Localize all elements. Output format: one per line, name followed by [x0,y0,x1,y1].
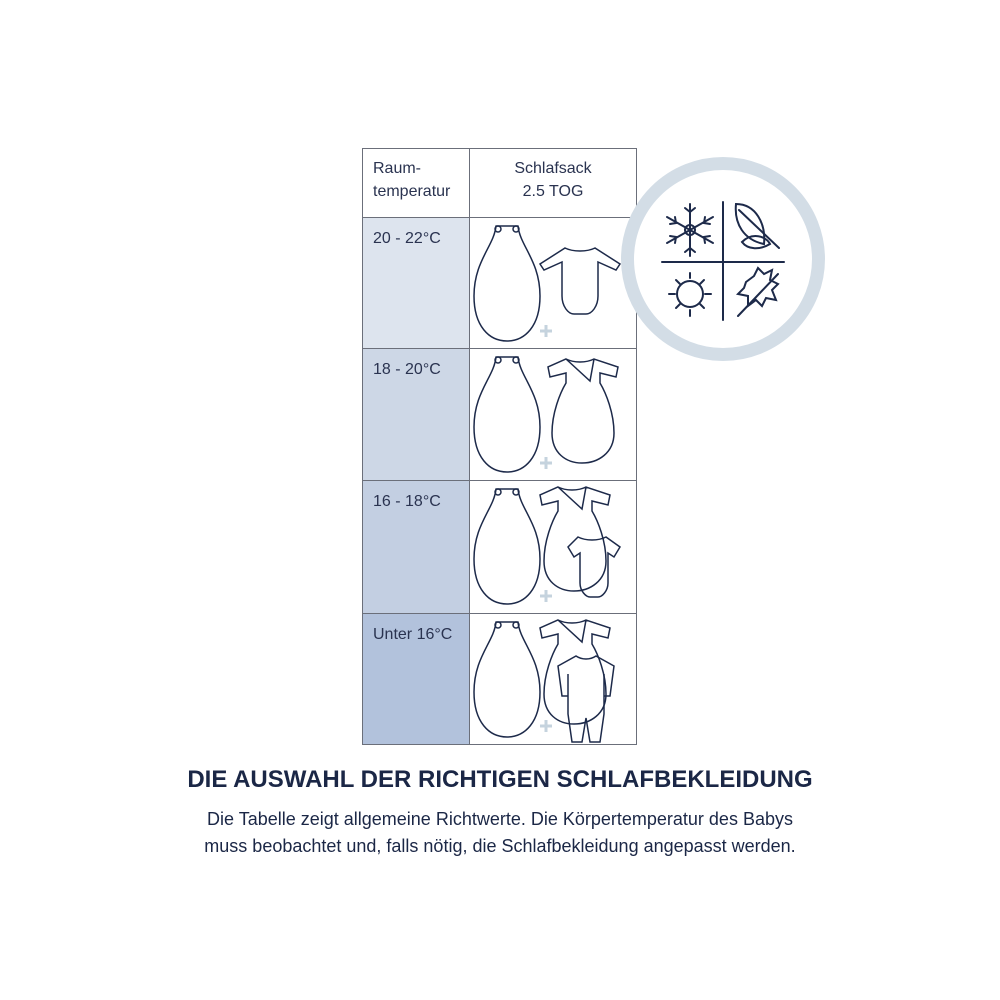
temperature-table: Raum- temperatur Schlafsack 2.5 TOG 20 -… [362,148,637,745]
maple-leaf-icon [735,266,780,317]
snowflake-icon [666,203,714,257]
plus-icon [540,720,552,732]
table-row: 20 - 22°C [363,218,636,349]
long-sleeve-bodysuit-icon [538,247,622,315]
sleeping-bag-icon [473,621,541,738]
footed-sleepsuit-icon [557,655,615,743]
short-sleeve-bodysuit-icon [567,536,621,598]
header-text: 2.5 TOG [522,183,584,200]
temperature-cell: 18 - 20°C [363,349,470,480]
plus-icon [540,457,552,469]
plus-icon [540,590,552,602]
header-sleeping-bag: Schlafsack 2.5 TOG [470,149,636,218]
sleeping-bag-icon [473,488,541,605]
temperature-label: 18 - 20°C [373,361,441,378]
temperature-label: Unter 16°C [373,626,453,643]
header-text: temperatur [373,183,451,200]
clothing-cell [470,218,636,348]
clothing-cell [470,349,636,480]
wrap-sleep-gown-icon [547,358,619,464]
temperature-label: 20 - 22°C [373,230,441,247]
temperature-cell: 16 - 18°C [363,481,470,613]
temperature-label: 16 - 18°C [373,493,441,510]
leaf-icon [734,202,780,250]
plus-icon [540,325,552,337]
header-text: Raum- [373,160,422,177]
description: Die Tabelle zeigt allgemeine Richtwerte.… [0,806,1000,860]
description-line: Die Tabelle zeigt allgemeine Richtwerte.… [207,809,793,829]
sleeping-bag-icon [473,225,541,342]
clothing-cell [470,481,636,613]
header-room-temperature: Raum- temperatur [363,149,470,218]
table-row: 18 - 20°C [363,349,636,481]
wrap-sleep-gown-icon [539,486,611,592]
temperature-cell: Unter 16°C [363,614,470,744]
wrap-sleep-gown-icon [539,619,611,725]
clothing-cell [470,614,636,744]
sun-icon [668,272,712,317]
temperature-cell: 20 - 22°C [363,218,470,348]
table-row: Unter 16°C [363,614,636,744]
header-text: Schlafsack [514,160,592,177]
table-row: 16 - 18°C [363,481,636,614]
description-line: muss beobachtet und, falls nötig, die Sc… [204,836,796,856]
seasons-badge [621,157,825,361]
sleeping-bag-icon [473,356,541,473]
page-title: DIE AUSWAHL DER RICHTIGEN SCHLAFBEKLEIDU… [187,766,813,793]
